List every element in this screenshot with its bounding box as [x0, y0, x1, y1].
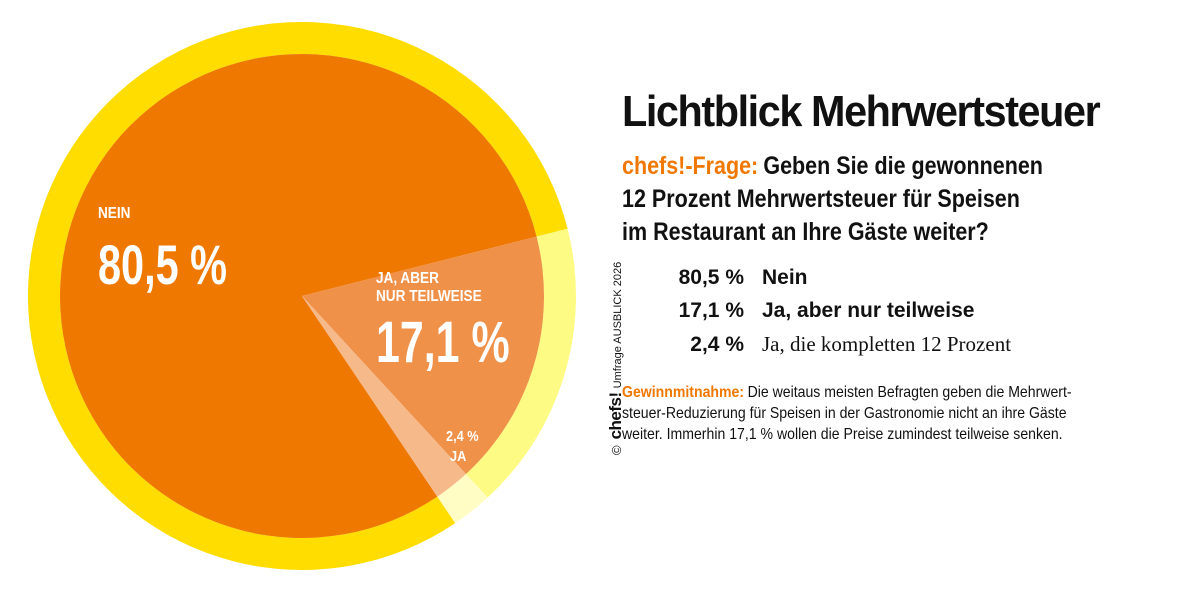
summary-note: Gewinnmitnahme: Die weitaus meisten Befra… — [622, 382, 1150, 445]
pie-slice-teilweise — [302, 236, 544, 475]
note-label: Gewinnmitnahme: — [622, 384, 745, 401]
result-percent: 17,1 % — [678, 299, 744, 322]
page-title: Lichtblick Mehrwertsteuer — [622, 87, 1101, 136]
question-prefix: chefs!-Frage: — [622, 152, 759, 180]
ring-segment-teilweise — [465, 228, 576, 498]
ring-segment-ja — [437, 474, 488, 524]
survey-question: chefs!-Frage: Geben Sie die gewonnenen 12… — [622, 150, 1104, 249]
pie-chart: NEIN 80,5 % JA, ABER NUR TEILWEISE 17,1 … — [27, 21, 576, 570]
slice-label-nein-name: NEIN — [98, 205, 130, 222]
slice-label-ja-value: 2,4 % — [446, 427, 479, 444]
result-row-ja: 2,4 % Ja, die kompletten 12 Prozent — [640, 332, 1140, 365]
slice-label-teilweise-value: 17,1 % — [376, 310, 510, 375]
pie-slice-ja — [302, 296, 466, 497]
result-label: Ja, aber nur teilweise — [762, 299, 975, 322]
note-text-1: Die weitaus meisten Befragten geben die … — [747, 384, 1072, 401]
question-line-1: chefs!-Frage: Geben Sie die gewonnenen — [622, 150, 1104, 183]
result-percent: 2,4 % — [690, 333, 744, 356]
result-percent: 80,5 % — [678, 266, 744, 289]
source-text: Umfrage AUSBLICK 2026 — [612, 261, 624, 389]
copyright-symbol: © — [609, 445, 624, 455]
slice-label-nein-value: 80,5 % — [98, 234, 227, 297]
note-text-2: steuer-Reduzierung für Speisen in der Ga… — [622, 405, 1067, 422]
slice-label-ja-name: JA — [450, 447, 466, 464]
note-line-1: Gewinnmitnahme: Die weitaus meisten Befra… — [622, 382, 1150, 403]
result-row-teilweise: 17,1 % Ja, aber nur teilweise — [640, 299, 1140, 332]
question-text-3: im Restaurant an Ihre Gäste weiter? — [622, 218, 989, 246]
result-row-nein: 80,5 % Nein — [640, 266, 1140, 299]
pie-slice-nein — [59, 54, 537, 539]
question-text-1: Geben Sie die gewonnenen — [763, 152, 1043, 180]
result-label: Nein — [762, 266, 808, 289]
question-text-2: 12 Prozent Mehrwertsteuer für Speisen — [622, 185, 1020, 213]
note-text-3: weiter. Immerhin 17,1 % wollen die Preis… — [622, 426, 1063, 443]
slice-label-teilweise-name-line1: JA, ABER — [376, 270, 439, 287]
slice-label-teilweise-name-line2: NUR TEILWEISE — [376, 288, 482, 305]
result-label: Ja, die kompletten 12 Prozent — [762, 332, 1012, 356]
results-list: 80,5 % Nein 17,1 % Ja, aber nur teilweis… — [640, 266, 1140, 365]
